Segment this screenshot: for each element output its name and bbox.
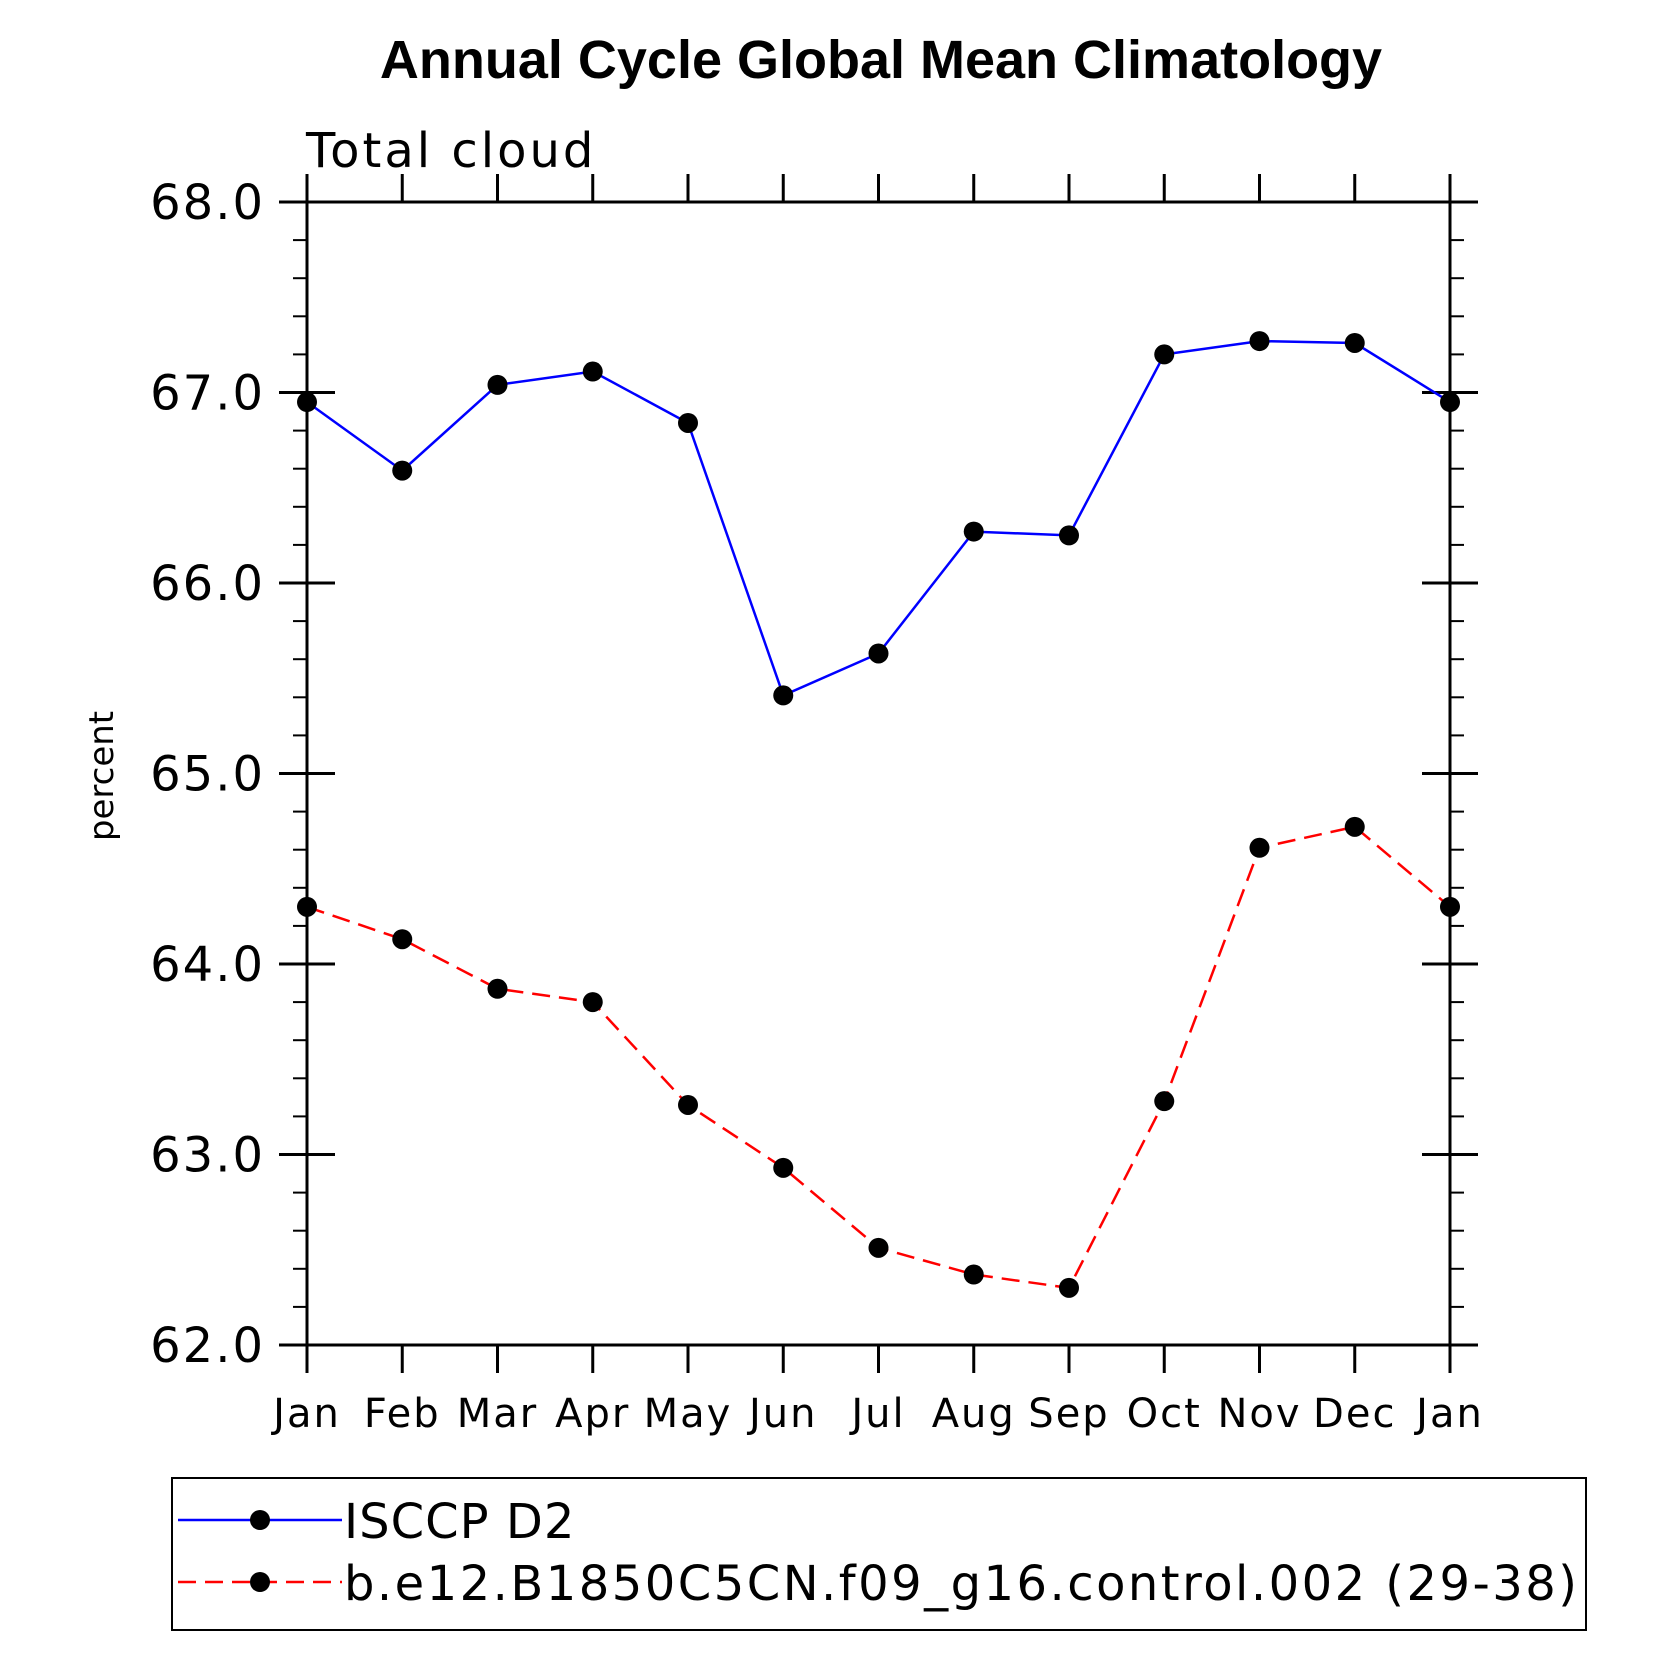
y-tick-label: 62.0	[150, 1318, 265, 1374]
y-tick-label: 64.0	[150, 937, 265, 993]
x-tick-label: Feb	[364, 1391, 441, 1437]
data-point-series-2	[1154, 1091, 1175, 1112]
axes: 62.0 63.0 64.0 65.0 66.0 67.0 68.0 Jan Feb Mar Apr…	[150, 174, 1484, 1437]
legend-label-1: ISCCP D2	[344, 1494, 575, 1550]
chart-subtitle: Total cloud	[305, 123, 596, 179]
x-tick-label: Jun	[746, 1391, 818, 1437]
series-line-1	[306, 339, 1451, 698]
data-point-series-1	[963, 521, 984, 542]
y-axis-label: percent	[82, 711, 122, 841]
x-tick-label: Mar	[457, 1391, 538, 1437]
data-point-series-2	[678, 1094, 698, 1115]
data-point-series-1	[297, 392, 317, 413]
data-point-series-1	[582, 361, 603, 382]
x-tick-label: May	[644, 1391, 733, 1437]
y-tick-label: 68.0	[150, 175, 265, 231]
data-point-series-2	[1249, 837, 1270, 858]
data-point-series-1	[487, 374, 508, 395]
data-point-series-2	[582, 992, 603, 1013]
data-point-series-2	[487, 978, 508, 999]
x-tick-label: Nov	[1217, 1391, 1301, 1437]
y-tick-label: 63.0	[150, 1128, 265, 1184]
data-point-series-1	[1440, 392, 1460, 413]
x-tick-label: Aug	[932, 1391, 1016, 1437]
y-tick-label: 65.0	[150, 747, 265, 803]
x-tick-label: Jan	[1413, 1391, 1484, 1437]
legend: ISCCP D2 b.e12.B1850C5CN.f09_g16.control.…	[171, 1477, 1587, 1631]
data-point-series-1	[1249, 331, 1270, 352]
y-tick-label: 67.0	[150, 366, 265, 422]
data-point-series-1	[392, 460, 413, 481]
series-line-2	[306, 825, 1451, 1290]
x-tick-label: Jan	[270, 1391, 341, 1437]
x-tick-label: Jul	[848, 1391, 905, 1437]
data-point-series-2	[963, 1264, 984, 1285]
x-tick-label: Apr	[555, 1391, 630, 1437]
x-tick-label: Dec	[1313, 1391, 1396, 1437]
legend-marker-2	[250, 1572, 270, 1592]
series-layer	[297, 331, 1460, 1298]
data-point-series-1	[1344, 332, 1365, 353]
data-point-series-2	[1440, 896, 1460, 917]
plot-frame	[305, 200, 1452, 1347]
data-point-series-1	[1059, 525, 1079, 546]
data-point-series-1	[678, 412, 698, 433]
data-point-series-1	[773, 685, 794, 706]
data-point-series-2	[868, 1237, 889, 1258]
data-point-series-2	[1059, 1277, 1079, 1298]
data-point-series-2	[297, 896, 317, 917]
data-point-series-2	[392, 929, 413, 950]
legend-box	[171, 1477, 1587, 1631]
x-tick-label: Sep	[1028, 1391, 1109, 1437]
data-point-series-2	[1344, 816, 1365, 837]
data-point-series-1	[1154, 344, 1175, 365]
y-tick-label: 66.0	[150, 556, 265, 612]
chart-title: Annual Cycle Global Mean Climatology	[380, 30, 1382, 90]
data-point-series-2	[773, 1157, 794, 1178]
x-tick-label: Oct	[1127, 1391, 1202, 1437]
data-point-series-1	[868, 643, 889, 664]
legend-marker-1	[250, 1510, 270, 1530]
legend-label-2: b.e12.B1850C5CN.f09_g16.control.002 (29-…	[344, 1556, 1578, 1612]
